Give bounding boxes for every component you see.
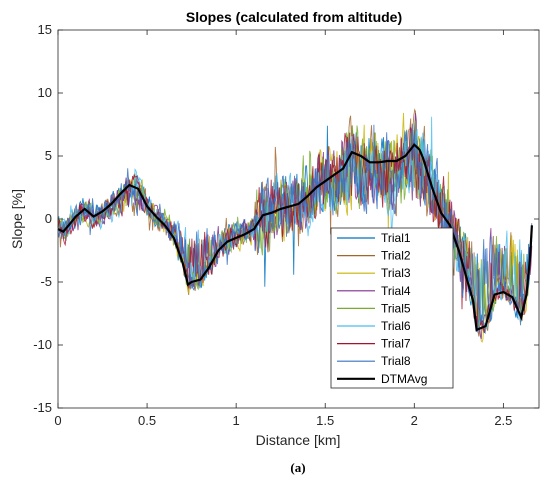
y-axis-label: Slope [%] [9,189,25,249]
y-tick-label: -10 [33,337,52,352]
legend-label: Trial3 [381,266,411,280]
y-tick-label: -15 [33,400,52,415]
legend-label: Trial4 [381,284,411,298]
figure-caption: (a) [290,460,305,475]
y-tick-label: 0 [45,211,52,226]
x-axis-label: Distance [km] [256,432,341,448]
x-tick-label: 1 [233,413,240,428]
chart-title: Slopes (calculated from altitude) [186,9,402,25]
x-tick-label: 2 [411,413,418,428]
x-axis: 0 0.5 1 1.5 2 2.5 [54,30,512,428]
x-tick-label: 0 [54,413,61,428]
series-line-dtmavg [57,143,533,332]
y-tick-label: 15 [38,22,52,37]
legend: Trial1 Trial2 Trial3 Trial4 Trial5 Trial6 Tria… [330,227,454,389]
legend-label: Trial1 [381,231,411,245]
legend-label: Trial8 [381,354,411,368]
legend-label: Trial7 [381,337,411,351]
y-tick-label: 5 [45,148,52,163]
x-tick-label: 1.5 [316,413,334,428]
y-tick-label: -5 [40,274,52,289]
legend-label: DTMAvg [381,372,427,386]
y-tick-label: 10 [38,85,52,100]
legend-label: Trial2 [381,249,411,263]
x-tick-label: 0.5 [138,413,156,428]
legend-items: Trial1 Trial2 Trial3 Trial4 Trial5 Trial6 Tria… [337,231,427,386]
legend-label: Trial5 [381,301,411,315]
x-tick-label: 2.5 [494,413,512,428]
legend-label: Trial6 [381,319,411,333]
y-axis: -15 -10 -5 0 5 10 15 [33,22,539,415]
plot-area [57,29,540,409]
avg-layer [57,143,533,332]
